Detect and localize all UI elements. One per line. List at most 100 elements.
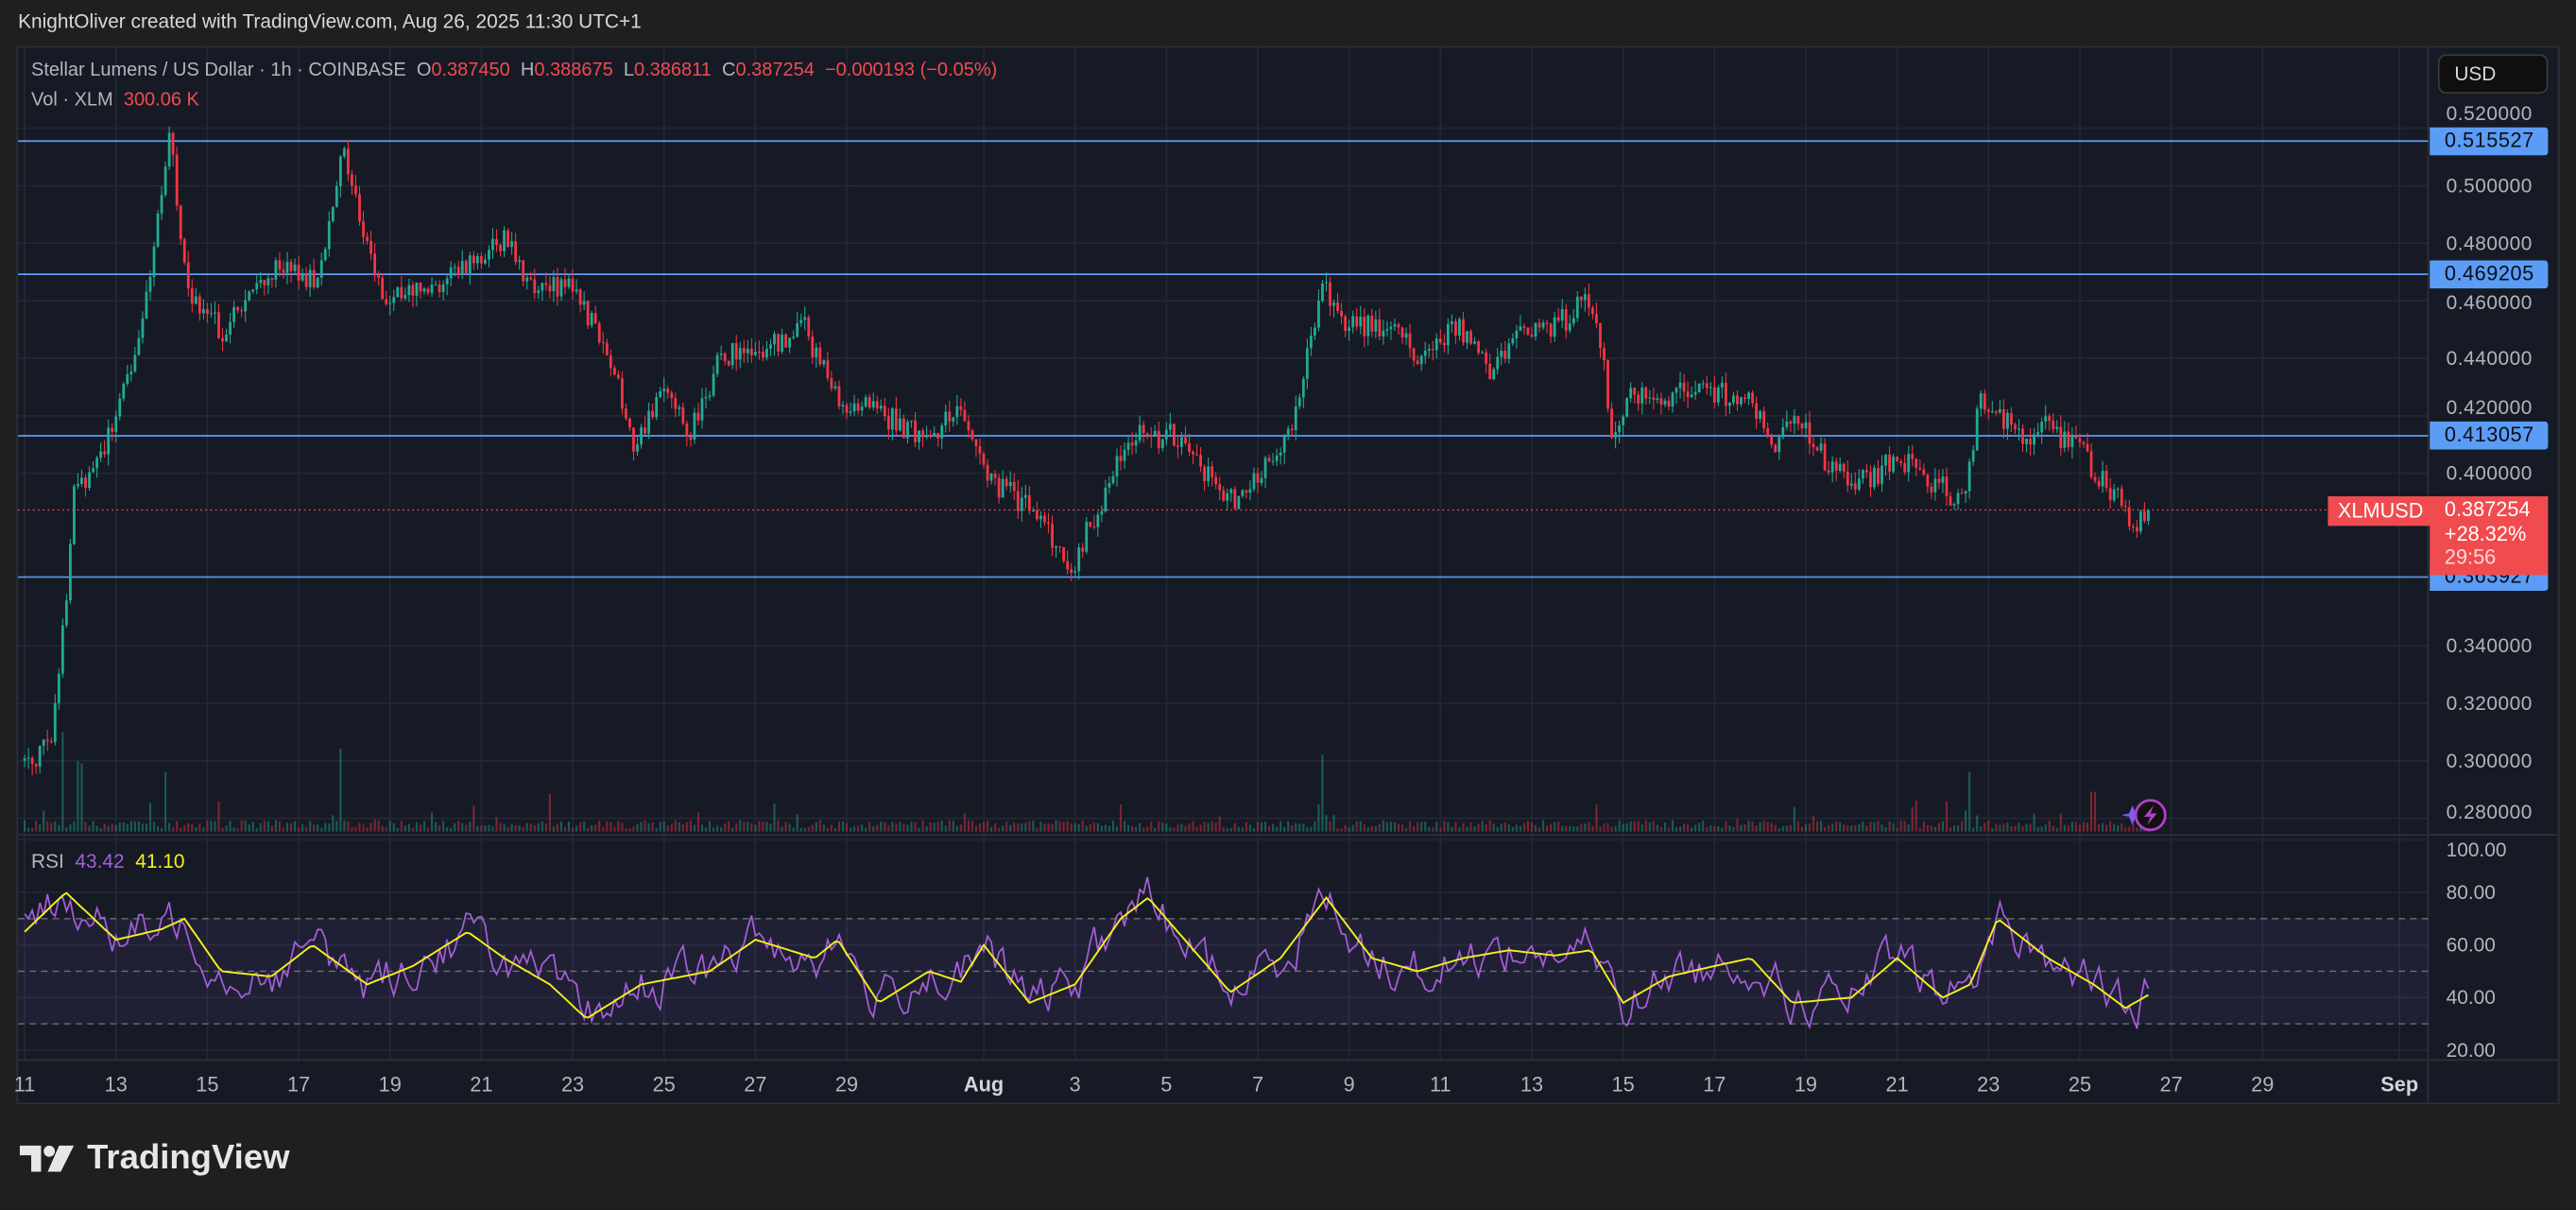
volume-bar [285, 822, 289, 832]
candle-body [700, 398, 704, 421]
volume-bar [1503, 822, 1506, 832]
volume-bar [674, 820, 677, 832]
volume-bar [552, 826, 555, 832]
candle-body [651, 410, 655, 418]
candle-body [34, 764, 38, 767]
volume-bar [1648, 822, 1651, 832]
volume-bar [1351, 824, 1354, 832]
candle-body [2067, 431, 2070, 447]
volume-bar [1880, 824, 1883, 832]
candle-body [1058, 545, 1061, 548]
volume-bar [522, 826, 524, 832]
candle-body [118, 398, 122, 417]
volume-bar [1785, 825, 1788, 832]
volume-bar [713, 827, 715, 832]
ai-assistant-icon[interactable] [2122, 797, 2172, 833]
volume-bar [240, 820, 243, 832]
candle-body [404, 295, 407, 299]
volume-bar [1740, 824, 1743, 832]
candle-body [944, 411, 948, 426]
candle-body [1066, 561, 1070, 570]
candle-body [1036, 510, 1039, 520]
candle-body [575, 289, 578, 292]
volume-bar [666, 825, 669, 832]
candle-body [1907, 454, 1911, 473]
candle-body [1214, 476, 1218, 485]
volume-bar [107, 825, 110, 832]
candle-body [1241, 490, 1245, 496]
candle-body [1340, 311, 1343, 317]
volume-bar [1949, 827, 1952, 832]
candle-body [316, 277, 319, 288]
candle-body [1145, 433, 1149, 435]
volume-bar [1937, 822, 1940, 832]
candle-body [1397, 324, 1400, 328]
candle-body [1560, 309, 1564, 321]
volume-bar [602, 826, 605, 832]
volume-bar [1359, 821, 1362, 832]
candle-body [2112, 489, 2116, 501]
volume-bar [309, 821, 312, 832]
candle-body [518, 260, 522, 263]
candle-body [2082, 441, 2086, 444]
candle-body [445, 278, 449, 285]
candle-body [997, 477, 1001, 498]
volume-bar [689, 820, 692, 832]
candle-body [1990, 410, 1994, 413]
candle-body [1492, 369, 1496, 380]
volume-bar [1382, 820, 1384, 832]
candle-body [240, 310, 244, 312]
tradingview-logo[interactable]: TradingView [19, 1139, 290, 1179]
symbol-legend[interactable]: Stellar Lumens / US Dollar · 1h · COINBA… [31, 60, 997, 80]
candle-body [194, 296, 197, 304]
volume-bar [430, 812, 434, 832]
volume-value: 300.06 K [123, 90, 199, 111]
volume-bar [65, 827, 68, 832]
volume-bar [161, 828, 163, 832]
currency-button[interactable]: USD [2437, 54, 2549, 95]
candle-body [1549, 323, 1553, 337]
volume-bar [986, 820, 989, 832]
time-axis-label: 25 [652, 1073, 676, 1097]
rsi-legend[interactable]: RSI 43.42 41.10 [31, 850, 184, 873]
candle-body [2006, 412, 2009, 429]
candle-body [1865, 470, 1868, 473]
price-tick-label: 0.320000 [2446, 691, 2533, 716]
candle-body [784, 334, 787, 348]
volume-bar [465, 824, 468, 832]
rsi-tick-label: 60.00 [2446, 933, 2496, 957]
chart-panel[interactable] [16, 45, 2560, 1105]
rsi-ma-value: 41.10 [135, 849, 185, 873]
price-tick-label: 0.520000 [2446, 101, 2533, 125]
candle-body [655, 397, 659, 418]
volume-bar [1283, 826, 1286, 832]
volume-legend[interactable]: Vol · XLM 300.06 K [31, 91, 199, 111]
candle-body [1404, 333, 1408, 337]
volume-bar [1588, 821, 1590, 832]
volume-bar [133, 821, 136, 832]
volume-bar [1546, 825, 1549, 832]
volume-bar [1366, 826, 1369, 832]
candle-body [1519, 326, 1522, 331]
candle-body [1023, 494, 1027, 498]
candle-body [1149, 434, 1153, 438]
candle-body [1998, 408, 2001, 413]
volume-bar [198, 823, 201, 832]
candle-body [1301, 378, 1305, 398]
volume-bar [1100, 825, 1103, 832]
candle-body [1571, 318, 1575, 324]
volume-bar [571, 827, 575, 832]
volume-bar [122, 821, 125, 832]
candle-body [289, 262, 293, 271]
candle-body [499, 244, 502, 251]
volume-bar [1417, 821, 1419, 832]
candle-body [1888, 454, 1891, 472]
volume-bar [1972, 827, 1975, 832]
candle-body [1070, 569, 1073, 573]
volume-bar [811, 824, 814, 832]
candle-body [860, 406, 864, 411]
volume-bar [1770, 822, 1773, 832]
time-axis-label: 7 [1251, 1073, 1264, 1097]
candle-body [1937, 478, 1941, 483]
